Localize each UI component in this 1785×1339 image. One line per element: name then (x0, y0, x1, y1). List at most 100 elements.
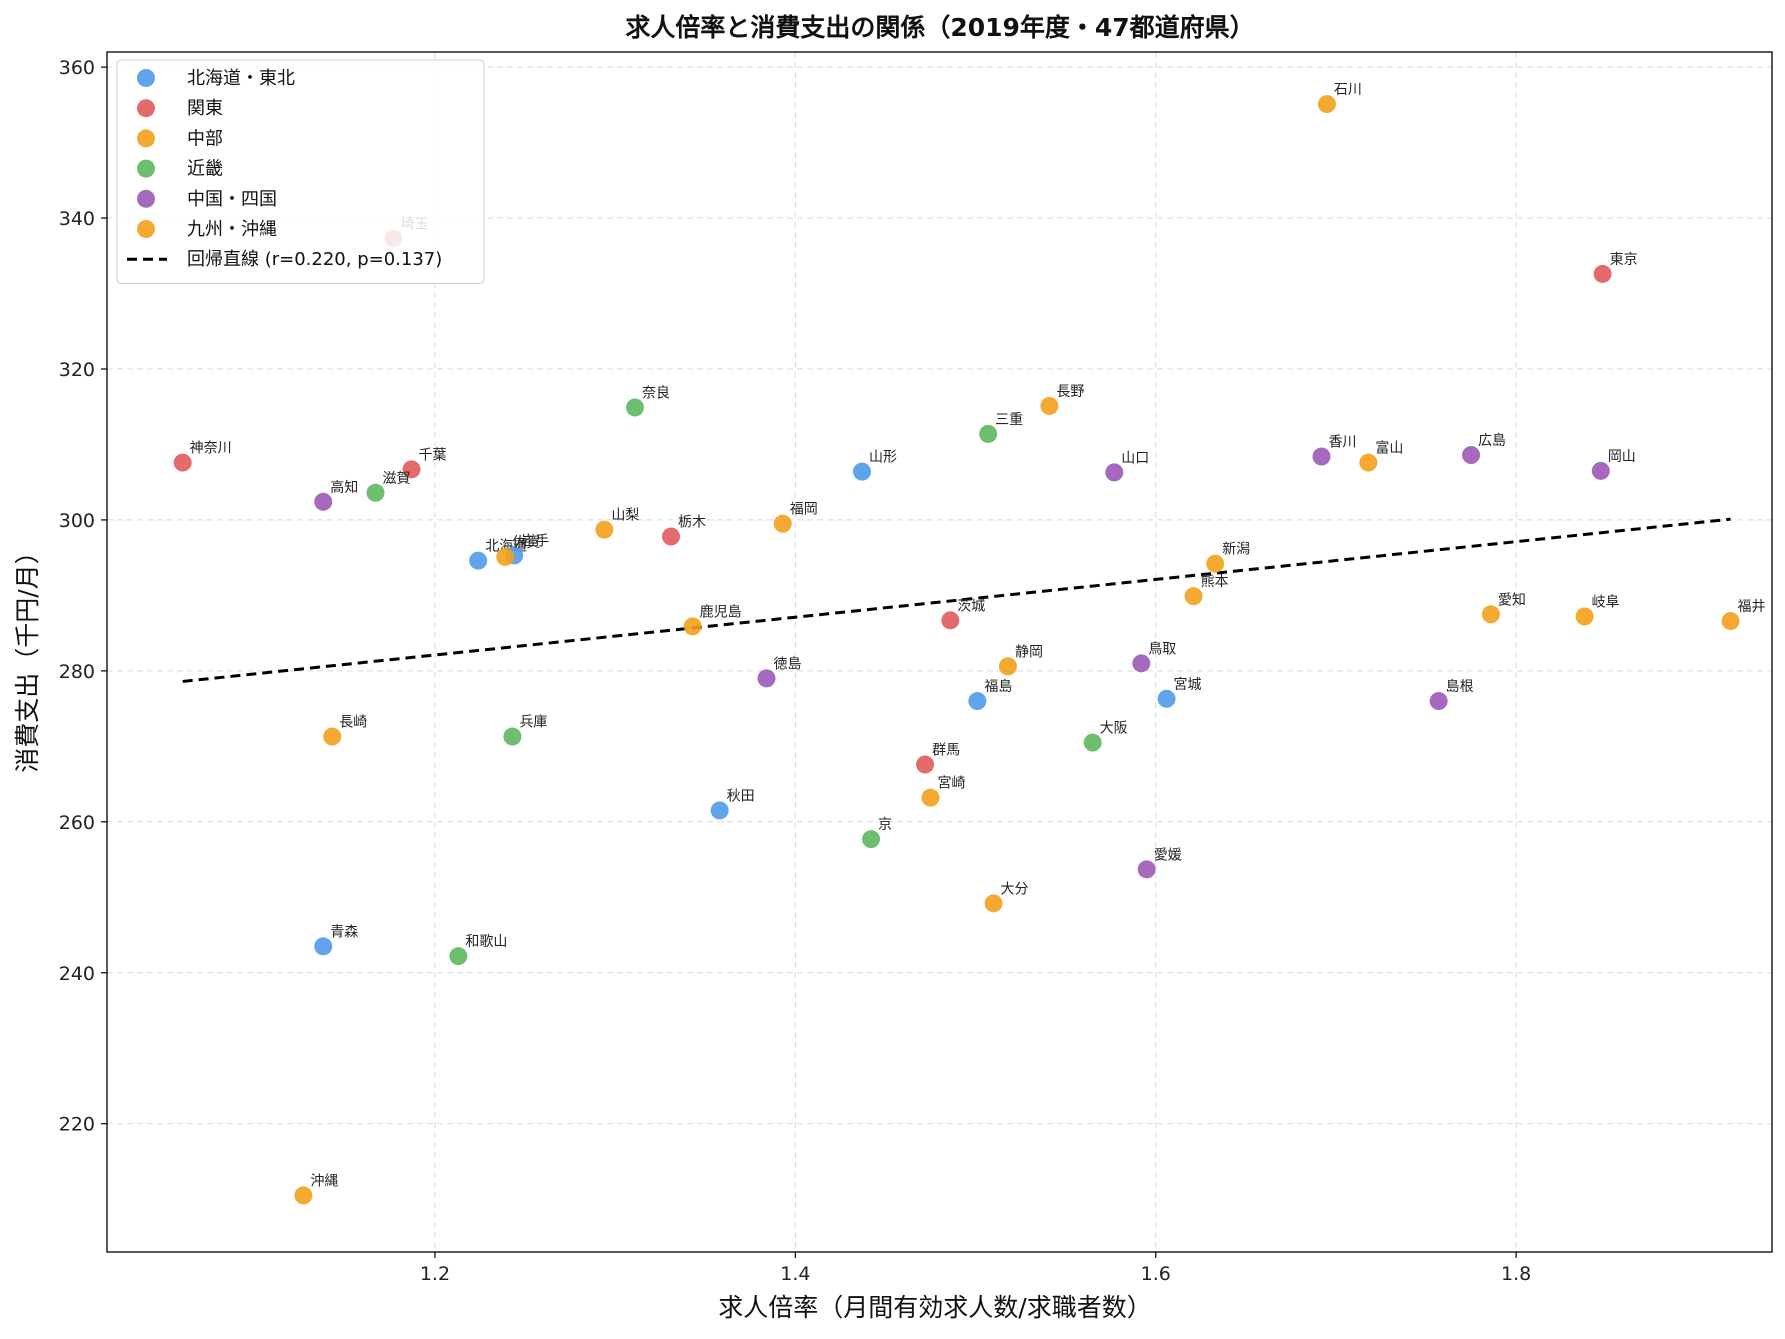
point-label: 千葉 (419, 447, 447, 463)
data-point (1359, 453, 1378, 472)
data-point (1137, 860, 1156, 879)
y-tick-label: 340 (59, 208, 95, 230)
point-label: 鳥取 (1148, 641, 1176, 657)
data-point (469, 551, 488, 570)
point-label: 山形 (869, 450, 897, 466)
point-label: 富山 (1375, 440, 1403, 457)
point-label: 岩手 (521, 533, 549, 549)
point-label: 佐賀 (512, 535, 540, 551)
data-point (314, 492, 333, 511)
plot-frame (106, 51, 1773, 1253)
legend-entry: 九州・沖縄 (187, 219, 277, 240)
y-axis-label: 消費支出（千円/月） (13, 539, 42, 772)
data-point (496, 547, 515, 566)
legend-marker (137, 220, 155, 238)
point-label: 神奈川 (190, 441, 232, 457)
data-point (979, 424, 998, 443)
data-point (683, 617, 702, 636)
y-tick-label: 260 (59, 812, 95, 834)
legend-entry: 中部 (187, 128, 223, 149)
point-label: 大分 (1001, 881, 1029, 897)
data-point (1317, 95, 1336, 114)
y-tick-label: 300 (59, 510, 95, 532)
point-label: 福岡 (790, 502, 818, 518)
point-label: 岡山 (1608, 449, 1636, 465)
point-label: 和歌山 (465, 934, 507, 950)
point-label: 熊本 (1201, 574, 1229, 590)
legend-marker (137, 69, 155, 87)
point-label: 山口 (1121, 450, 1149, 466)
data-point (1105, 463, 1124, 482)
data-point (1157, 689, 1176, 708)
legend-marker (137, 99, 155, 118)
point-label: 静岡 (1015, 644, 1043, 660)
data-point (1481, 605, 1500, 624)
data-point (862, 830, 881, 849)
data-point (1083, 733, 1102, 752)
legend-entry: 北海道・東北 (187, 68, 295, 89)
point-label: 山梨 (611, 508, 639, 524)
legend-marker (137, 129, 155, 148)
data-point (503, 727, 522, 746)
data-point (968, 692, 987, 711)
legend-marker (137, 189, 155, 208)
point-label: 鹿児島 (700, 603, 742, 620)
data-point (773, 514, 792, 533)
point-label: 広島 (1478, 433, 1506, 449)
data-point (1312, 447, 1331, 466)
point-label: 栃木 (678, 515, 706, 531)
legend-entry: 近畿 (187, 159, 223, 180)
point-label: 新潟 (1222, 542, 1250, 558)
data-point (998, 657, 1017, 676)
data-point (1591, 461, 1610, 480)
data-point (1462, 446, 1481, 465)
chart-title: 求人倍率と消費支出の関係（2019年度・47都道府県） (625, 13, 1254, 42)
data-point (366, 483, 385, 502)
data-point (625, 398, 644, 417)
point-label: 三重 (995, 412, 1023, 428)
data-point (1575, 607, 1594, 626)
legend-entry-regression: 回帰直線 (r=0.220, p=0.137) (187, 249, 442, 270)
y-tick-label: 240 (59, 963, 95, 985)
point-label: 大阪 (1100, 721, 1128, 737)
point-label: 茨城 (957, 598, 985, 614)
x-tick-label: 1.8 (1501, 1263, 1531, 1285)
data-point (449, 947, 468, 966)
y-tick-label: 280 (59, 661, 95, 683)
data-point (916, 755, 935, 774)
points-layer: 北海道岩手山形福島宮城秋田青森埼玉東京神奈川千葉栃木茨城群馬石川長野富山山梨新潟… (173, 82, 1766, 1205)
data-point (941, 611, 960, 630)
data-point (662, 527, 681, 546)
data-point (1429, 692, 1448, 711)
data-point (595, 520, 614, 539)
data-point (1132, 654, 1151, 673)
legend-marker (137, 159, 155, 178)
data-point (1721, 612, 1740, 631)
data-point (173, 453, 192, 472)
point-label: 島根 (1446, 679, 1474, 695)
y-tick-label: 220 (59, 1114, 95, 1136)
point-label: 徳島 (774, 656, 802, 672)
data-point (294, 1186, 313, 1205)
point-label: 岐阜 (1592, 594, 1620, 611)
point-label: 高知 (330, 479, 358, 496)
point-label: 福井 (1738, 599, 1766, 615)
point-label: 青森 (330, 924, 358, 940)
point-label: 宮崎 (937, 776, 965, 792)
point-label: 兵庫 (519, 714, 547, 731)
point-label: 滋賀 (382, 471, 410, 487)
x-tick-label: 1.2 (420, 1263, 450, 1285)
y-tick-label: 320 (59, 359, 95, 381)
point-label: 福島 (984, 679, 1012, 695)
grid-layer (107, 52, 1772, 1252)
data-point (710, 801, 729, 820)
data-point (1593, 264, 1612, 283)
y-tick-label: 360 (59, 57, 95, 79)
data-point (402, 460, 421, 479)
point-label: 京 (878, 817, 892, 833)
point-label: 東京 (1610, 252, 1638, 268)
data-point (1184, 587, 1203, 606)
